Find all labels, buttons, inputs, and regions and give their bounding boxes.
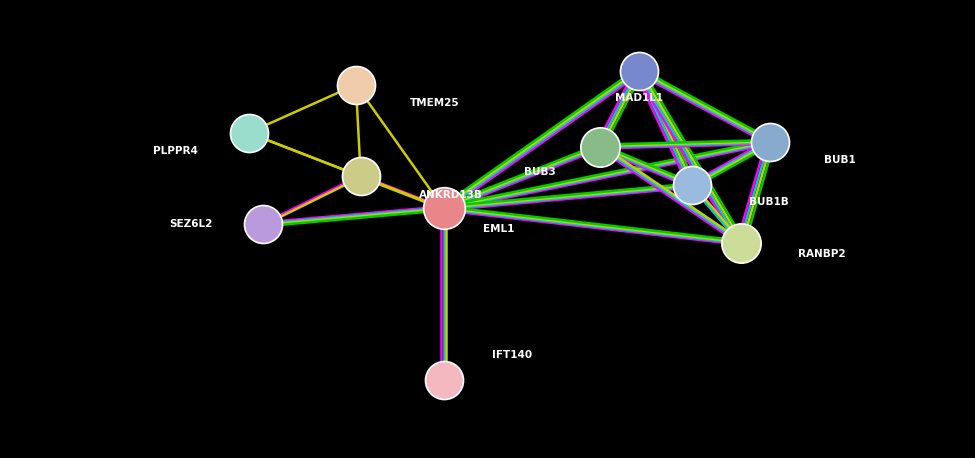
Point <box>733 239 749 246</box>
Text: RANBP2: RANBP2 <box>798 249 845 259</box>
Point <box>762 138 778 146</box>
Point <box>241 129 256 136</box>
Point <box>348 81 364 88</box>
Point <box>436 205 451 212</box>
Text: PLPPR4: PLPPR4 <box>153 146 198 156</box>
Text: BUB3: BUB3 <box>524 167 556 177</box>
Point <box>436 376 451 384</box>
Text: EML1: EML1 <box>483 224 514 234</box>
Point <box>353 173 369 180</box>
Point <box>255 221 271 228</box>
Text: MAD1L1: MAD1L1 <box>614 93 663 104</box>
Text: SEZ6L2: SEZ6L2 <box>170 219 213 229</box>
Point <box>631 67 646 75</box>
Text: BUB1B: BUB1B <box>749 196 789 207</box>
Text: TMEM25: TMEM25 <box>410 98 459 108</box>
Text: IFT140: IFT140 <box>492 350 532 360</box>
Text: BUB1: BUB1 <box>824 155 856 165</box>
Point <box>592 143 607 150</box>
Text: ANKRD13B: ANKRD13B <box>419 190 484 200</box>
Point <box>684 182 700 189</box>
